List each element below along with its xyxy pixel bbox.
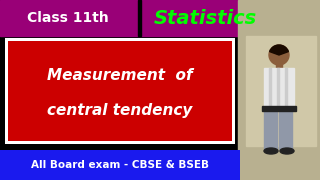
Text: Statistics: Statistics <box>153 8 257 28</box>
Bar <box>264 111 277 149</box>
Bar <box>276 63 282 69</box>
Text: All Board exam - CBSE & BSEB: All Board exam - CBSE & BSEB <box>31 160 209 170</box>
Ellipse shape <box>264 148 278 154</box>
Text: central tendency: central tendency <box>47 103 193 118</box>
Bar <box>264 68 294 106</box>
Ellipse shape <box>280 148 294 154</box>
Bar <box>238 0 320 180</box>
Bar <box>285 68 287 106</box>
Text: Measurement  of: Measurement of <box>47 68 193 83</box>
Bar <box>279 111 292 149</box>
Bar <box>277 68 279 106</box>
Bar <box>138 0 141 36</box>
Text: Class 11th: Class 11th <box>27 11 109 25</box>
Bar <box>5 38 235 144</box>
Bar <box>262 106 296 111</box>
Bar <box>0 150 240 180</box>
Bar <box>269 68 271 106</box>
Circle shape <box>269 45 289 65</box>
Bar <box>0 0 320 36</box>
Wedge shape <box>270 45 288 55</box>
Bar <box>8 41 232 141</box>
Bar <box>246 36 316 146</box>
